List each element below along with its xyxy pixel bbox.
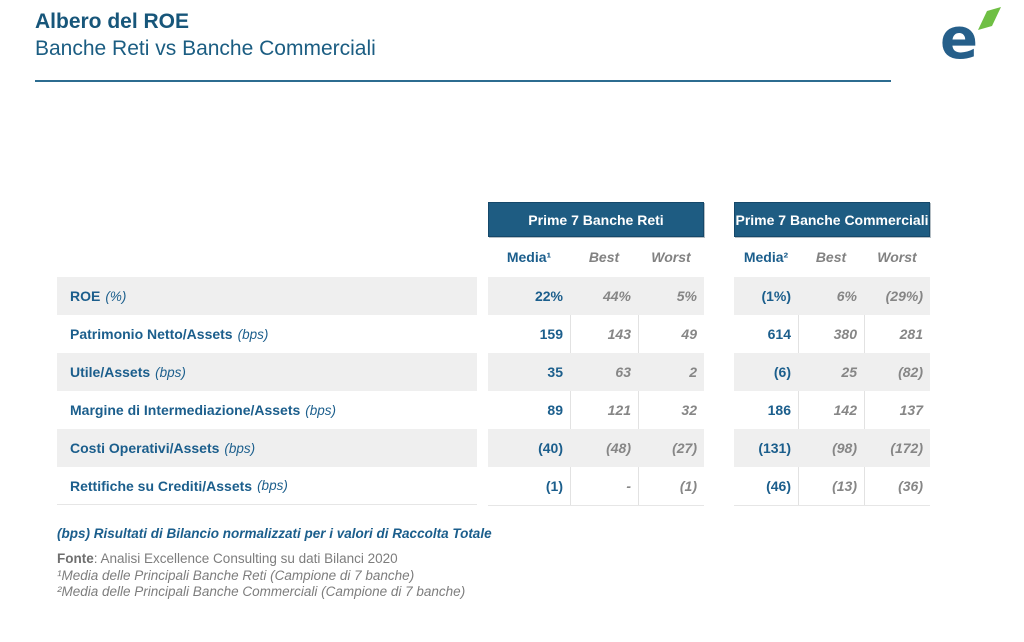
value-cell: 137 [864, 391, 930, 429]
table-row: (40) (48) (27) [488, 429, 704, 467]
page-subtitle: Banche Reti vs Banche Commerciali [35, 37, 376, 60]
value-cell: 32 [638, 391, 704, 429]
footnote-bps: (bps) Risultati di Bilancio normalizzati… [57, 526, 492, 541]
value-cell: 614 [767, 326, 791, 342]
title-block: Albero del ROE Banche Reti vs Banche Com… [35, 8, 376, 62]
value-cell: (131) [758, 440, 791, 456]
source-line: Fonte: Analisi Excellence Consulting su … [57, 551, 398, 566]
value-cell: (6) [773, 364, 791, 380]
value-cell: 2 [638, 353, 704, 391]
column-header-worst: Worst [651, 249, 691, 265]
row-label-patrimonio: Patrimonio Netto/Assets (bps) [57, 315, 477, 353]
metric-unit: (bps) [305, 402, 337, 418]
value-cell: (36) [864, 467, 930, 505]
value-cell: (172) [864, 429, 930, 467]
row-label-rettifiche: Rettifiche su Crediti/Assets (bps) [57, 467, 477, 505]
column-headers-reti: Media¹ Best Worst [488, 237, 704, 277]
logo-letter: e [940, 7, 978, 68]
group-header-reti: Prime 7 Banche Reti [488, 202, 704, 237]
metric-name: Rettifiche su Crediti/Assets [70, 477, 253, 494]
value-cell: 6% [798, 277, 864, 315]
value-cell: 63 [570, 353, 638, 391]
metric-label-column: ROE (%) Patrimonio Netto/Assets (bps) Ut… [57, 277, 477, 505]
value-cell: (40) [538, 440, 563, 456]
metric-name: Utile/Assets [70, 364, 151, 380]
value-cell: (48) [570, 429, 638, 467]
row-label-roe: ROE (%) [57, 277, 477, 315]
value-cell: 25 [798, 353, 864, 391]
table-row: (46) (13) (36) [734, 467, 930, 506]
value-cell: 89 [547, 402, 563, 418]
metric-unit: (bps) [237, 326, 269, 342]
footnote-1: ¹Media delle Principali Banche Reti (Cam… [57, 568, 415, 583]
value-cell: 35 [547, 364, 563, 380]
group-banche-commerciali: Prime 7 Banche Commerciali Media² Best W… [734, 202, 930, 506]
excellence-logo-icon: e [940, 4, 1002, 72]
value-cell: 380 [798, 315, 864, 353]
metric-unit: (bps) [224, 440, 256, 456]
column-header-best: Best [588, 249, 620, 265]
table-row: 186 142 137 [734, 391, 930, 429]
value-cell: 186 [767, 402, 791, 418]
table-row: 22% 44% 5% [488, 277, 704, 315]
metric-unit: (bps) [155, 364, 186, 380]
column-header-worst: Worst [877, 249, 917, 265]
value-cell: - [570, 467, 638, 505]
table-row: (131) (98) (172) [734, 429, 930, 467]
column-header-media: Media¹ [506, 249, 552, 265]
value-cell: 5% [638, 277, 704, 315]
group-banche-reti: Prime 7 Banche Reti Media¹ Best Worst 22… [488, 202, 704, 506]
value-cell: (98) [798, 429, 864, 467]
metric-name: Patrimonio Netto/Assets [70, 326, 233, 342]
table-row: 89 121 32 [488, 391, 704, 429]
value-cell: 49 [638, 315, 704, 353]
value-cell: (1%) [761, 288, 791, 304]
value-cell: (1) [638, 467, 704, 505]
table-row: (1%) 6% (29%) [734, 277, 930, 315]
value-cell: (13) [798, 467, 864, 505]
metric-name: ROE [70, 288, 101, 304]
metric-unit: (bps) [257, 478, 288, 493]
value-cell: (82) [864, 353, 930, 391]
value-cell: (29%) [864, 277, 930, 315]
value-cell: 159 [539, 326, 563, 342]
table-row: 159 143 49 [488, 315, 704, 353]
page-title: Albero del ROE [35, 10, 190, 33]
value-cell: 281 [864, 315, 930, 353]
value-cell: 121 [570, 391, 638, 429]
value-cell: 142 [798, 391, 864, 429]
group-header-commerciali: Prime 7 Banche Commerciali [734, 202, 930, 237]
row-label-margine: Margine di Intermediazione/Assets (bps) [57, 391, 477, 429]
metric-unit: (%) [105, 288, 127, 304]
column-header-media: Media² [743, 249, 789, 265]
value-cell: (1) [545, 478, 563, 494]
value-cell: 143 [570, 315, 638, 353]
value-cell: 22% [534, 288, 563, 304]
table-row: 614 380 281 [734, 315, 930, 353]
footnote-2: ²Media delle Principali Banche Commercia… [57, 584, 466, 599]
column-header-best: Best [815, 249, 847, 265]
table-row: (1) - (1) [488, 467, 704, 506]
row-label-utile: Utile/Assets (bps) [57, 353, 477, 391]
logo-accent-icon [978, 7, 1001, 30]
value-cell: (46) [766, 478, 791, 494]
title-underline [35, 80, 891, 82]
metric-name: Costi Operativi/Assets [70, 440, 220, 456]
column-headers-commerciali: Media² Best Worst [734, 237, 930, 277]
value-cell: 44% [570, 277, 638, 315]
source-label: Fonte [57, 551, 94, 566]
table-row: (6) 25 (82) [734, 353, 930, 391]
source-text: : Analisi Excellence Consulting su dati … [93, 551, 398, 566]
row-label-costi: Costi Operativi/Assets (bps) [57, 429, 477, 467]
table-row: 35 63 2 [488, 353, 704, 391]
value-cell: (27) [638, 429, 704, 467]
metric-name: Margine di Intermediazione/Assets [70, 402, 301, 418]
